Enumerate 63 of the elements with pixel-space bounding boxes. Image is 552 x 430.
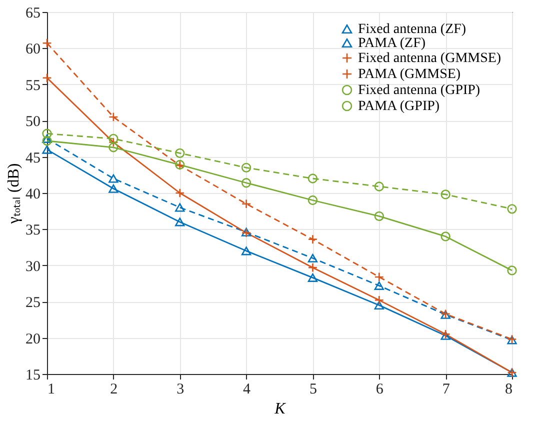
x-axis-title: K <box>274 400 287 418</box>
point <box>42 38 52 48</box>
y-tick-label: 55 <box>26 78 40 94</box>
y-tick-label: 25 <box>26 295 40 312</box>
point <box>374 295 384 305</box>
point <box>440 232 450 242</box>
x-tick-label: 5 <box>309 382 317 398</box>
point <box>507 204 517 214</box>
y-tick-label: 65 <box>26 6 40 22</box>
x-tick-label: 3 <box>176 382 184 398</box>
x-tick-label: 4 <box>243 382 252 398</box>
point <box>308 195 318 206</box>
point <box>241 162 252 172</box>
point <box>241 178 252 188</box>
point <box>108 142 118 152</box>
point <box>241 199 252 209</box>
point <box>175 188 185 198</box>
point <box>507 266 517 276</box>
y-tick-label: 30 <box>26 258 40 275</box>
x-tick-label: 8 <box>505 382 512 398</box>
point <box>308 273 318 282</box>
y-tick-label: 15 <box>26 368 40 384</box>
point <box>42 136 52 146</box>
y-tick-label: 20 <box>26 331 40 348</box>
legend-label: Fixed antenna (GPIP) <box>358 83 480 98</box>
point <box>440 190 450 200</box>
x-tick-label: 6 <box>376 382 384 398</box>
y-tick-label: 45 <box>26 150 40 166</box>
point <box>374 182 384 192</box>
point <box>42 128 52 138</box>
point <box>374 281 384 290</box>
point <box>42 134 52 143</box>
point <box>308 234 318 244</box>
legend-label: PAMA (GMMSE) <box>358 67 461 82</box>
y-axis-title: γₜₒₜₐₗ (dB) <box>6 163 22 225</box>
point <box>374 272 384 282</box>
x-tick-label: 7 <box>442 382 450 398</box>
point <box>308 174 318 184</box>
point <box>308 254 318 262</box>
point <box>108 174 118 183</box>
point <box>42 73 52 83</box>
y-tick-label: 50 <box>26 114 40 130</box>
point <box>241 246 252 256</box>
point <box>374 211 384 221</box>
point <box>108 134 118 144</box>
legend-label: Fixed antenna (ZF) <box>358 22 466 37</box>
point <box>42 145 52 154</box>
point <box>175 203 185 212</box>
y-tick-label: 35 <box>26 222 40 239</box>
legend-label: PAMA (GPIP) <box>358 99 440 114</box>
y-tick-label: 60 <box>26 42 40 58</box>
legend-label: PAMA (ZF) <box>358 36 426 51</box>
point <box>175 218 185 226</box>
point <box>308 262 318 272</box>
point <box>374 300 384 310</box>
x-tick-label: 2 <box>110 382 118 398</box>
point <box>108 184 118 193</box>
point <box>108 137 118 148</box>
legend-label: Fixed antenna (GMMSE) <box>358 51 502 66</box>
point <box>175 148 185 158</box>
x-tick-label: 1 <box>48 382 55 398</box>
y-tick-label: 40 <box>26 186 40 202</box>
point <box>108 112 118 122</box>
